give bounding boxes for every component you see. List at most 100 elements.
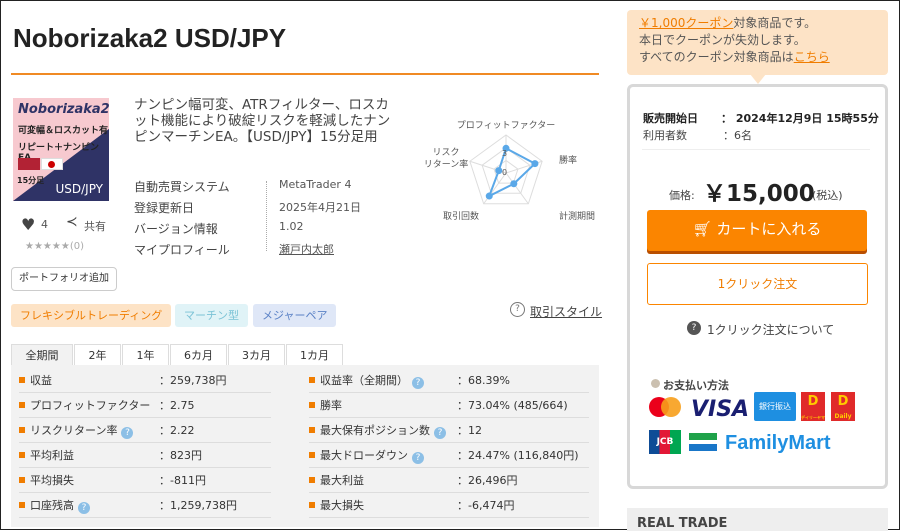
- help-icon[interactable]: ?: [412, 452, 424, 464]
- radar-grid: [469, 134, 543, 205]
- bullet-icon: [19, 502, 25, 508]
- bullet-icon: [309, 477, 315, 483]
- stats-panel: 収益 ：259,738円 プロフィットファクター ：2.75 リスクリターン率? ：2.2…: [11, 365, 599, 527]
- stat-row: 収益率（全期間）? ：68.39%: [309, 369, 589, 393]
- radar-axis-label: 計測期間: [559, 210, 595, 222]
- stat-row: 平均損失 ：-811円: [19, 469, 271, 493]
- stat-label: 収益率（全期間）: [320, 374, 408, 387]
- radar-axis-label: プロフィットファクター: [457, 120, 555, 131]
- familymart-mark: [689, 433, 717, 451]
- tab-1y[interactable]: 1年: [122, 344, 169, 366]
- thumb-line1: 可変幅＆ロスカット有: [18, 126, 109, 136]
- tab-1m[interactable]: 1カ月: [286, 344, 343, 366]
- stat-value: ：-6,474円: [457, 499, 515, 512]
- daily-yamazaki-label: デイリーヤマザキ: [801, 415, 825, 420]
- one-click-about-link[interactable]: 1クリック注文について: [707, 323, 835, 337]
- info-label: 自動売買システム: [134, 180, 230, 194]
- stat-row: 最大損失 ：-6,474円: [309, 494, 589, 518]
- bullet-icon: [19, 477, 25, 483]
- stat-row: 最大ドローダウン? ：24.47% (116,840円): [309, 444, 589, 468]
- add-to-cart-button[interactable]: 🛒︎ カートに入れる: [647, 210, 867, 251]
- profile-link[interactable]: 瀬戸内太郎: [279, 243, 334, 256]
- radar-axis: [505, 172, 529, 205]
- bullet-icon: [19, 452, 25, 458]
- stat-value: ：2.22: [159, 424, 195, 437]
- stat-value: ：1,259,738円: [159, 499, 237, 512]
- portfolio-add-button[interactable]: ポートフォリオ追加: [11, 267, 117, 291]
- stat-label: 平均利益: [30, 449, 74, 462]
- stat-row: 最大利益 ：26,496円: [309, 469, 589, 493]
- help-icon[interactable]: ?: [510, 302, 525, 317]
- bullet-icon: [309, 502, 315, 508]
- bullet-icon: [19, 427, 25, 433]
- visa-logo: VISA: [691, 397, 750, 422]
- bullet-icon: [309, 377, 315, 383]
- users-label: 利用者数: [643, 129, 687, 142]
- tab-all[interactable]: 全期間: [11, 344, 73, 366]
- help-icon[interactable]: ?: [78, 502, 90, 514]
- tab-3m[interactable]: 3カ月: [228, 344, 285, 366]
- help-icon[interactable]: ?: [434, 427, 446, 439]
- coupon-notice: ￥1,000クーポン対象商品です。 本日でクーポンが失効します。 すべてのクーポ…: [627, 10, 888, 75]
- product-thumbnail[interactable]: Noborizaka2 可変幅＆ロスカット有 リピート＋ナンピンEA 15分足 …: [13, 98, 109, 201]
- cart-label: カートに入れる: [716, 220, 822, 238]
- tag-flexible-trading[interactable]: フレキシブルトレーディング: [11, 304, 172, 327]
- stat-label: 口座残高: [30, 499, 74, 512]
- radar-axis-label: 取引回数: [443, 210, 479, 222]
- radar-tick-label: 0: [502, 168, 507, 177]
- radar-tick-label: 3: [502, 149, 507, 158]
- stat-label: 平均損失: [30, 474, 74, 487]
- one-click-order-button[interactable]: 1クリック注文: [647, 263, 868, 305]
- radar-axis-label: リスク: [432, 147, 459, 158]
- stat-label: プロフィットファクター: [30, 399, 151, 412]
- daily-logo: D Daily: [831, 392, 855, 421]
- stat-value: ：-811円: [159, 474, 206, 487]
- info-label: バージョン情報: [134, 222, 218, 236]
- trade-style-link[interactable]: 取引スタイル: [530, 305, 603, 319]
- tag-major-pair[interactable]: メジャーペア: [253, 304, 337, 327]
- stat-value: ：24.47% (116,840円): [457, 449, 579, 462]
- coupon-expire-text: 本日でクーポンが失効します。: [639, 33, 806, 47]
- stat-value: ：259,738円: [159, 374, 227, 387]
- radar-point: [495, 167, 503, 175]
- coupon-text: 対象商品です。: [733, 16, 817, 30]
- help-icon[interactable]: ?: [121, 427, 134, 439]
- sale-start-value: ： 2024年12月9日 15時55分: [721, 112, 879, 125]
- info-label: 登録更新日: [134, 201, 195, 215]
- payment-label: お支払い方法: [663, 379, 729, 392]
- page-title: Noborizaka2 USD/JPY: [13, 23, 287, 53]
- radar-point: [531, 160, 539, 168]
- stat-row: 平均利益 ：823円: [19, 444, 271, 468]
- coupon-all-text: すべてのクーポン対象商品は: [639, 50, 794, 64]
- help-icon[interactable]: ?: [687, 321, 701, 335]
- radar-point: [485, 192, 493, 200]
- stat-value: ：2.75: [159, 399, 195, 412]
- tab-2y[interactable]: 2年: [74, 344, 121, 366]
- coupon-here-link[interactable]: こちら: [793, 50, 830, 64]
- stat-row: プロフィットファクター ：2.75: [19, 394, 271, 418]
- daily-yamazaki-logo: Dデイリーヤマザキ: [801, 392, 825, 421]
- help-icon[interactable]: ?: [412, 377, 424, 389]
- product-description: ナンピン幅可変、ATRフィルター、ロスカット機能により破綻リスクを軽減したナンピ…: [134, 97, 391, 145]
- info-value: MetaTrader 4: [279, 178, 352, 191]
- stat-row: 最大保有ポジション数? ：12: [309, 419, 589, 443]
- tax-label: (税込): [812, 189, 843, 202]
- thumb-name: Noborizaka2: [18, 102, 109, 117]
- tab-6m[interactable]: 6カ月: [170, 344, 227, 366]
- heart-icon[interactable]: ♥: [21, 215, 36, 234]
- coupon-link[interactable]: ￥1,000クーポン: [639, 16, 734, 30]
- title-divider: [11, 73, 599, 75]
- radar-point: [510, 180, 518, 188]
- share-icon[interactable]: ≺: [66, 214, 78, 230]
- stat-label: リスクリターン率: [30, 424, 118, 437]
- share-button[interactable]: 共有: [84, 220, 106, 233]
- radar-axis-label: リターン率: [424, 158, 469, 170]
- tag-martingale[interactable]: マーチン型: [175, 304, 248, 327]
- stat-value: ：68.39%: [457, 374, 510, 387]
- mastercard-logo: [647, 397, 687, 425]
- price-value: ￥15,000: [703, 181, 815, 207]
- bullet-icon: [309, 402, 315, 408]
- info-label: マイプロフィール: [134, 243, 230, 257]
- info-separator: [266, 181, 267, 251]
